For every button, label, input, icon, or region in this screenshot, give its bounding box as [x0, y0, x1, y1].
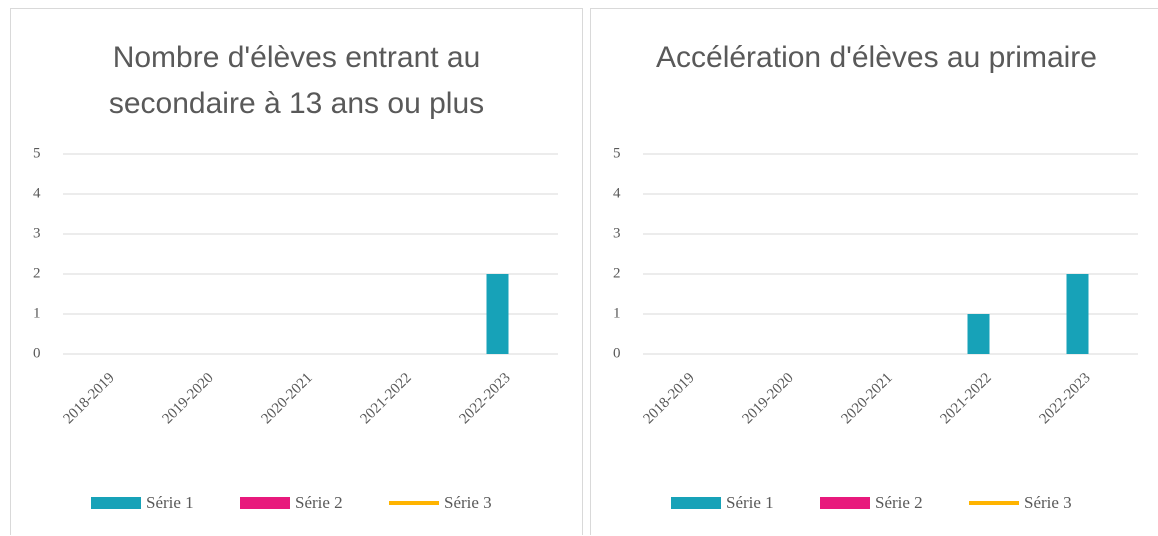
y-tick-label: 2: [33, 265, 41, 281]
legend-label: Série 3: [1024, 493, 1072, 512]
y-tick-label: 4: [33, 185, 41, 201]
y-tick-label: 0: [33, 345, 41, 361]
x-tick-label: 2021-2022: [937, 370, 994, 427]
y-tick-label: 3: [33, 225, 41, 241]
y-tick-label: 1: [33, 305, 41, 321]
y-tick-label: 4: [613, 185, 621, 201]
x-tick-label: 2021-2022: [357, 370, 414, 427]
x-tick-label: 2022-2023: [456, 370, 513, 427]
x-tick-label: 2019-2020: [739, 370, 796, 427]
legend-swatch: [240, 497, 290, 509]
y-tick-label: 1: [613, 305, 621, 321]
legend-label: Série 2: [295, 493, 343, 512]
x-tick-label: 2018-2019: [640, 370, 697, 427]
legend-swatch: [91, 497, 141, 509]
legend-label: Série 2: [875, 493, 923, 512]
y-tick-label: 3: [613, 225, 621, 241]
chart: 0 1 2 3 4 5 2018-2019 2019-2020 2020-2021 2021-20…: [613, 145, 1138, 512]
chart-panel: Nombre d'élèves entrant au secondaire à …: [10, 8, 583, 535]
bar: [486, 274, 509, 354]
y-tick-label: 5: [33, 145, 41, 161]
y-tick-label: 2: [613, 265, 621, 281]
bar: [1066, 274, 1089, 354]
x-tick-label: 2020-2021: [258, 370, 315, 427]
chart: 0 1 2 3 4 5 2018-2019 2019-2020 2020-2021 2021-20…: [33, 145, 558, 512]
x-tick-label: 2020-2021: [838, 370, 895, 427]
y-tick-label: 5: [613, 145, 621, 161]
legend-swatch: [820, 497, 870, 509]
legend-swatch: [671, 497, 721, 509]
chart-title: Nombre d'élèves entrant au secondaire à …: [108, 41, 485, 120]
y-tick-label: 0: [613, 345, 621, 361]
legend-label: Série 1: [146, 493, 194, 512]
x-tick-label: 2022-2023: [1036, 370, 1093, 427]
x-tick-label: 2019-2020: [159, 370, 216, 427]
chart-panel: Accélération d'élèves au primaire 0 1 2 3 4 5…: [590, 8, 1158, 535]
chart-title: Accélération d'élèves au primaire: [656, 41, 1097, 74]
bar: [967, 314, 990, 354]
x-tick-label: 2018-2019: [60, 370, 117, 427]
legend-label: Série 1: [726, 493, 774, 512]
legend-label: Série 3: [444, 493, 492, 512]
